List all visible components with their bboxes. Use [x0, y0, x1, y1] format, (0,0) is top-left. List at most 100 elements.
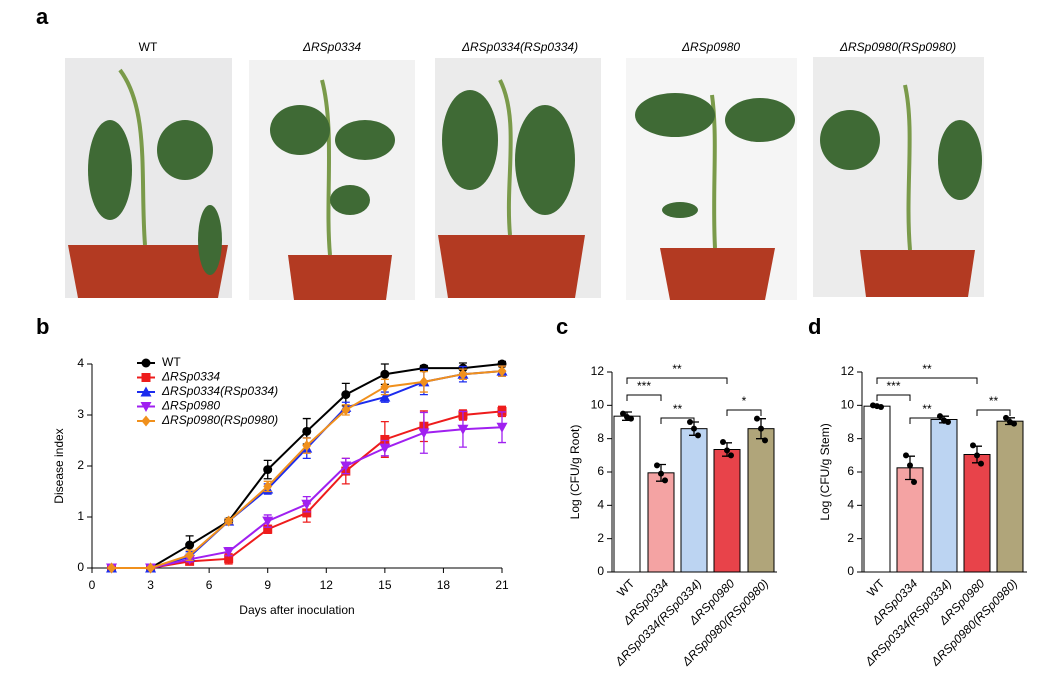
y-tick-label: 8 — [847, 431, 854, 445]
photo-label: ΔRSp0334 — [302, 40, 361, 54]
marker — [497, 365, 507, 377]
marker — [301, 499, 313, 510]
marker — [107, 562, 117, 574]
data-point — [907, 462, 913, 469]
marker — [340, 461, 352, 472]
data-point — [762, 437, 768, 444]
data-point — [628, 415, 634, 422]
photo-label: WT — [139, 40, 158, 54]
marker — [341, 390, 351, 400]
bar — [930, 419, 958, 573]
x-tick-label: WT — [864, 576, 888, 600]
bar — [747, 428, 775, 573]
x-tick-label: 15 — [378, 578, 392, 592]
bar — [680, 428, 708, 573]
significance-label: ** — [922, 402, 932, 416]
marker — [302, 426, 312, 436]
bar — [613, 415, 641, 573]
significance-bracket — [626, 394, 662, 401]
significance-label: ** — [672, 362, 682, 376]
y-tick-label: 12 — [841, 364, 855, 378]
data-point — [1011, 420, 1017, 427]
y-tick-label: 1 — [77, 509, 84, 523]
marker — [302, 440, 312, 452]
y-tick-label: 6 — [847, 464, 854, 478]
marker — [263, 480, 273, 492]
marker — [496, 422, 508, 433]
y-axis-label: Log (CFU/g Stem) — [818, 423, 832, 520]
y-tick-label: 4 — [77, 356, 84, 370]
x-tick-label: 18 — [437, 578, 451, 592]
marker — [146, 562, 156, 574]
bar — [647, 472, 675, 573]
significance-bracket — [876, 377, 978, 384]
significance-bracket — [909, 417, 945, 424]
marker — [263, 465, 273, 475]
marker — [418, 428, 430, 439]
panel-label: b — [36, 314, 49, 339]
data-point — [724, 447, 730, 454]
data-point — [758, 425, 764, 432]
y-tick-label: 2 — [597, 531, 604, 545]
legend-label: ΔRSp0334(RSp0334) — [161, 384, 278, 398]
y-tick-label: 10 — [841, 398, 855, 412]
data-point — [978, 460, 984, 467]
marker — [457, 424, 469, 435]
legend-marker — [141, 373, 151, 382]
panel-label: a — [36, 4, 49, 29]
legend-label: WT — [162, 355, 181, 369]
bar — [963, 454, 991, 573]
data-point — [662, 477, 668, 484]
data-point — [720, 439, 726, 445]
y-axis-label: Disease index — [52, 428, 66, 503]
legend-label: ΔRSp0334 — [161, 370, 220, 384]
marker — [379, 391, 391, 402]
y-tick-label: 0 — [77, 560, 84, 574]
y-tick-label: 0 — [847, 564, 854, 578]
photo-label: ΔRSp0980(RSp0980) — [839, 40, 956, 54]
data-point — [1003, 414, 1009, 421]
legend-marker — [141, 415, 151, 427]
y-tick-label: 3 — [77, 407, 84, 421]
significance-bracket — [726, 409, 762, 416]
marker — [379, 443, 391, 454]
significance-bracket — [976, 409, 1011, 416]
data-point — [903, 452, 909, 459]
marker — [302, 508, 312, 518]
marker — [224, 515, 234, 527]
marker — [419, 376, 429, 388]
significance-label: ** — [989, 394, 999, 408]
data-point — [754, 415, 760, 422]
marker — [185, 540, 195, 550]
y-axis-label: Log (CFU/g Root) — [568, 425, 582, 520]
marker — [224, 554, 234, 564]
significance-label: ** — [922, 362, 932, 376]
data-point — [728, 452, 734, 459]
marker — [380, 434, 390, 444]
x-tick-label: 3 — [147, 578, 154, 592]
x-tick-label: 9 — [264, 578, 271, 592]
marker — [185, 549, 195, 561]
data-point — [654, 462, 660, 469]
x-tick-label: 0 — [89, 578, 96, 592]
leaves — [88, 90, 982, 275]
legend-marker — [140, 402, 152, 412]
x-tick-label: WT — [614, 576, 638, 600]
legend-marker — [140, 386, 152, 397]
y-tick-label: 0 — [597, 564, 604, 578]
pots — [68, 235, 975, 300]
panel-label: c — [556, 314, 568, 339]
y-tick-label: 4 — [847, 498, 854, 512]
significance-label: ** — [673, 402, 683, 416]
data-point — [945, 419, 951, 425]
bar — [996, 420, 1024, 573]
marker — [223, 547, 235, 558]
significance-bracket — [876, 394, 911, 401]
y-tick-label: 8 — [597, 431, 604, 445]
y-tick-label: 6 — [597, 464, 604, 478]
significance-bracket — [660, 417, 695, 424]
bar — [896, 467, 924, 573]
significance-label: * — [742, 394, 747, 408]
x-tick-label: 12 — [320, 578, 334, 592]
